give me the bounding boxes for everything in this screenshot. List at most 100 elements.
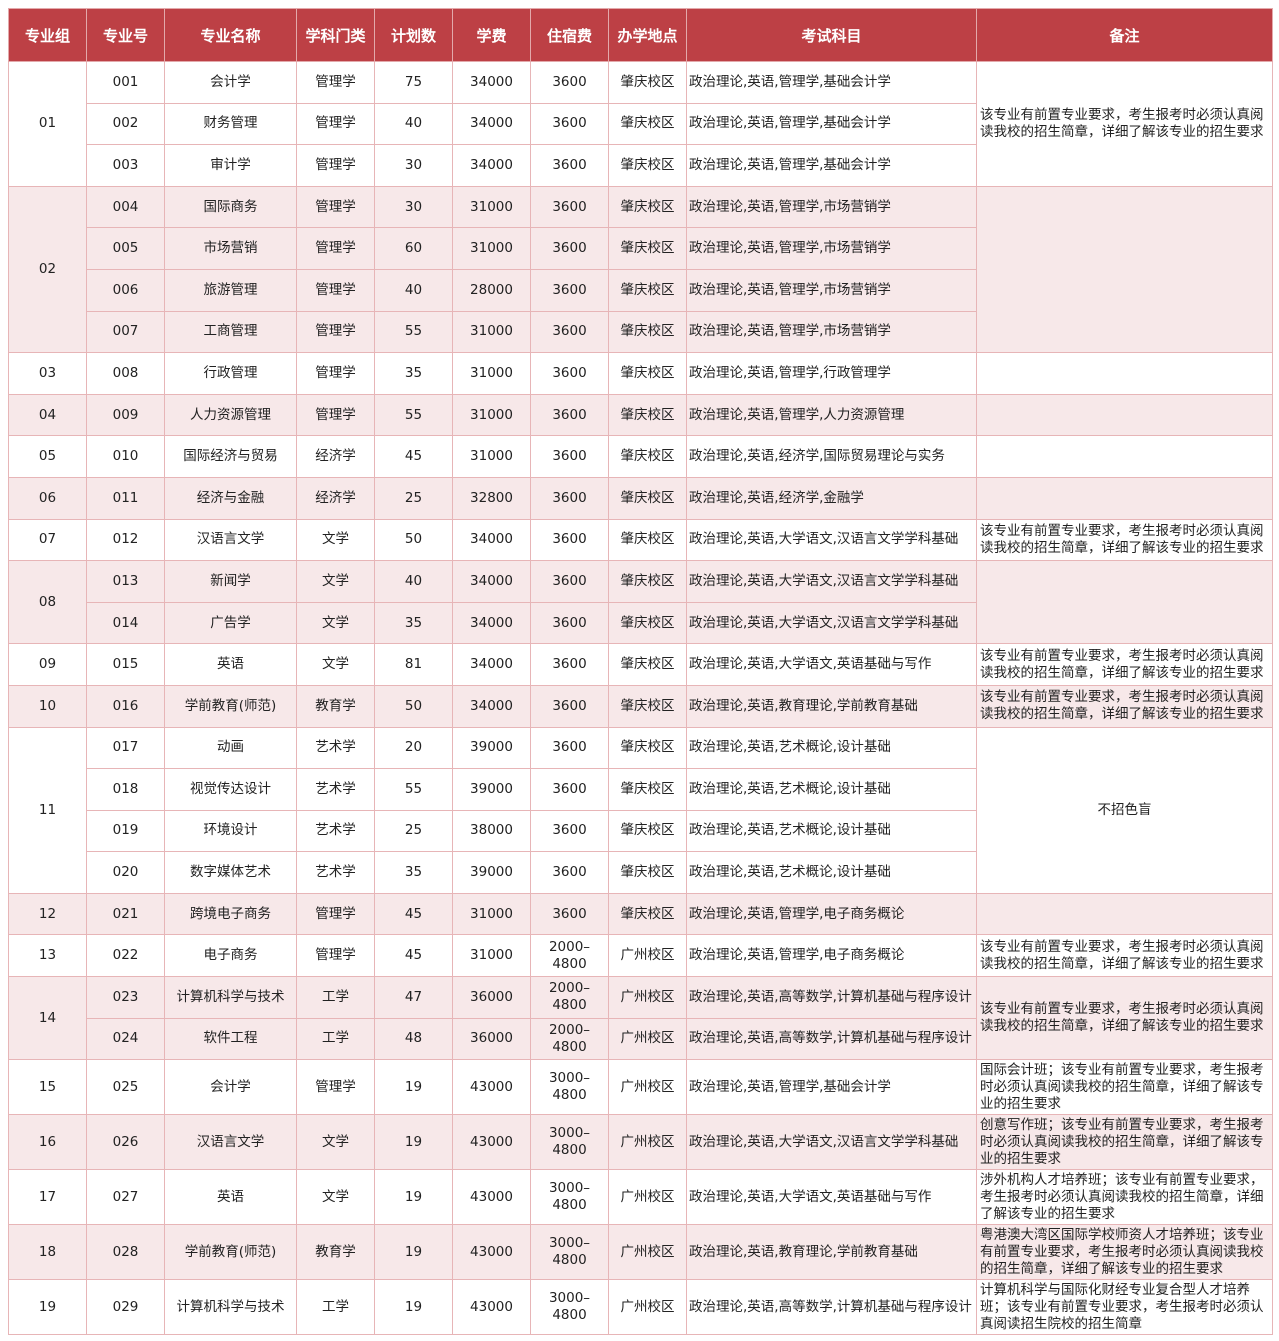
cell-plan: 35 — [374, 352, 453, 395]
cell-name: 会计学 — [164, 61, 297, 104]
cell-dorm: 3600 — [530, 435, 609, 478]
cell-tuition: 39000 — [452, 726, 531, 770]
table-row: 19 029 计算机科学与技术 工学 19 43000 3000– 4800 广州校区 政治理论… — [8, 1279, 1273, 1336]
cell-tuition: 43000 — [452, 1059, 531, 1116]
cell-name: 人力资源管理 — [164, 393, 297, 437]
cell-dorm: 3000– 4800 — [530, 1114, 609, 1171]
table-row: 002 财务管理 管理学 40 34000 3600 肇庆校区 政治理论,英语,管理学,基础会… — [9, 102, 1273, 146]
cell-tuition: 34000 — [452, 102, 531, 146]
cell-plan: 55 — [374, 768, 453, 811]
cell-category: 管理学 — [296, 185, 375, 229]
cell-note: 该专业有前置专业要求，考生报考时必须认真阅读我校的招生简章，详细了解该专业的招生… — [976, 684, 1273, 728]
cell-group: 11 — [8, 726, 87, 894]
cell-campus: 肇庆校区 — [608, 61, 687, 104]
cell-tuition: 43000 — [452, 1224, 531, 1281]
cell-exam: 政治理论,英语,管理学,市场营销学 — [686, 185, 977, 229]
cell-code: 010 — [86, 435, 165, 478]
cell-exam: 政治理论,英语,艺术概论,设计基础 — [686, 726, 977, 770]
cell-exam: 政治理论,英语,管理学,基础会计学 — [686, 102, 977, 146]
cell-tuition: 34000 — [452, 601, 531, 645]
table-row: 05 010 国际经济与贸易 经济学 45 31000 3600 肇庆校区 政治理论,英语,经济… — [8, 435, 1273, 478]
admission-plan-table: 专业组 专业号 专业名称 学科门类 计划数 学费 住宿费 办学地点 考试科目 备注 01 001 会计… — [8, 8, 1273, 1336]
cell-note — [976, 352, 1273, 395]
cell-code: 016 — [86, 684, 165, 728]
cell-tuition: 39000 — [452, 768, 531, 811]
cell-campus: 广州校区 — [608, 1169, 687, 1226]
cell-tuition: 34000 — [452, 61, 531, 104]
cell-category: 艺术学 — [296, 726, 375, 770]
cell-category: 管理学 — [296, 310, 375, 354]
cell-code: 027 — [86, 1169, 165, 1226]
column-header-note: 备注 — [976, 8, 1273, 62]
cell-exam: 政治理论,英语,管理学,电子商务概论 — [686, 934, 977, 978]
cell-exam: 政治理论,英语,大学语文,汉语言文学学科基础 — [686, 518, 977, 562]
cell-group: 07 — [8, 518, 87, 562]
cell-note: 涉外机构人才培养班；该专业有前置专业要求，考生报考时必须认真阅读我校的招生简章，… — [976, 1169, 1273, 1226]
column-header-group: 专业组 — [8, 8, 87, 62]
cell-code: 012 — [86, 518, 165, 562]
cell-code: 006 — [86, 268, 165, 312]
cell-group: 16 — [8, 1114, 87, 1171]
column-header-tuition: 学费 — [452, 8, 531, 62]
column-header-campus: 办学地点 — [608, 8, 687, 62]
cell-exam: 政治理论,英语,经济学,国际贸易理论与实务 — [686, 435, 977, 478]
cell-group: 09 — [8, 643, 87, 686]
cell-note: 计算机科学与国际化财经专业复合型人才培养班；该专业有前置专业要求，考生报考时必须… — [976, 1279, 1273, 1336]
cell-dorm: 3600 — [530, 768, 609, 811]
cell-plan: 75 — [374, 61, 453, 104]
cell-name: 软件工程 — [164, 1017, 297, 1061]
cell-exam: 政治理论,英语,大学语文,英语基础与写作 — [686, 643, 977, 686]
cell-campus: 肇庆校区 — [608, 352, 687, 395]
cell-name: 广告学 — [164, 601, 297, 645]
cell-group: 08 — [8, 560, 87, 645]
cell-exam: 政治理论,英语,大学语文,汉语言文学学科基础 — [686, 1114, 977, 1171]
cell-group: 05 — [8, 435, 87, 478]
table-row: 006 旅游管理 管理学 40 28000 3600 肇庆校区 政治理论,英语,管理学,市场营… — [9, 268, 1273, 312]
cell-campus: 肇庆校区 — [608, 684, 687, 728]
cell-tuition: 31000 — [452, 310, 531, 354]
cell-group: 02 — [8, 185, 87, 354]
cell-name: 动画 — [164, 726, 297, 770]
cell-category: 文学 — [296, 518, 375, 562]
table-row: 020 数字媒体艺术 艺术学 35 39000 3600 肇庆校区 政治理论,英语,艺术概论,… — [9, 851, 1273, 894]
cell-tuition: 43000 — [452, 1279, 531, 1336]
cell-campus: 肇庆校区 — [608, 768, 687, 811]
cell-plan: 19 — [374, 1224, 453, 1281]
cell-campus: 肇庆校区 — [608, 268, 687, 312]
cell-note: 国际会计班；该专业有前置专业要求，考生报考时必须认真阅读我校的招生简章，详细了解… — [976, 1059, 1273, 1116]
cell-dorm: 3600 — [530, 643, 609, 686]
cell-code: 002 — [86, 102, 165, 146]
cell-note — [976, 560, 1273, 645]
table-header-row: 专业组 专业号 专业名称 学科门类 计划数 学费 住宿费 办学地点 考试科目 备注 — [8, 8, 1273, 62]
cell-exam: 政治理论,英语,教育理论,学前教育基础 — [686, 684, 977, 728]
table-row: 18 028 学前教育(师范) 教育学 19 43000 3000– 4800 广州校区 政治理… — [8, 1224, 1273, 1281]
cell-plan: 45 — [374, 435, 453, 478]
cell-tuition: 34000 — [452, 643, 531, 686]
cell-exam: 政治理论,英语,高等数学,计算机基础与程序设计 — [686, 976, 977, 1019]
cell-code: 013 — [86, 560, 165, 603]
cell-name: 数字媒体艺术 — [164, 851, 297, 894]
cell-dorm: 3600 — [530, 310, 609, 354]
cell-name: 工商管理 — [164, 310, 297, 354]
cell-name: 电子商务 — [164, 934, 297, 978]
cell-name: 经济与金融 — [164, 476, 297, 520]
cell-code: 018 — [86, 768, 165, 811]
cell-name: 旅游管理 — [164, 268, 297, 312]
cell-note: 不招色盲 — [976, 726, 1273, 894]
cell-exam: 政治理论,英语,艺术概论,设计基础 — [686, 809, 977, 853]
table-row: 13 022 电子商务 管理学 45 31000 2000– 4800 广州校区 政治理论,英语… — [8, 934, 1273, 978]
cell-plan: 81 — [374, 643, 453, 686]
cell-tuition: 36000 — [452, 1017, 531, 1061]
cell-name: 财务管理 — [164, 102, 297, 146]
cell-name: 环境设计 — [164, 809, 297, 853]
cell-plan: 35 — [374, 601, 453, 645]
cell-campus: 肇庆校区 — [608, 310, 687, 354]
cell-tuition: 34000 — [452, 684, 531, 728]
cell-exam: 政治理论,英语,高等数学,计算机基础与程序设计 — [686, 1279, 977, 1336]
cell-category: 管理学 — [296, 352, 375, 395]
table-row: 09 015 英语 文学 81 34000 3600 肇庆校区 政治理论,英语,大学语文,英语基… — [8, 643, 1273, 686]
cell-category: 管理学 — [296, 102, 375, 146]
cell-tuition: 31000 — [452, 352, 531, 395]
cell-note: 该专业有前置专业要求，考生报考时必须认真阅读我校的招生简章，详细了解该专业的招生… — [976, 518, 1273, 562]
cell-group: 17 — [8, 1169, 87, 1226]
